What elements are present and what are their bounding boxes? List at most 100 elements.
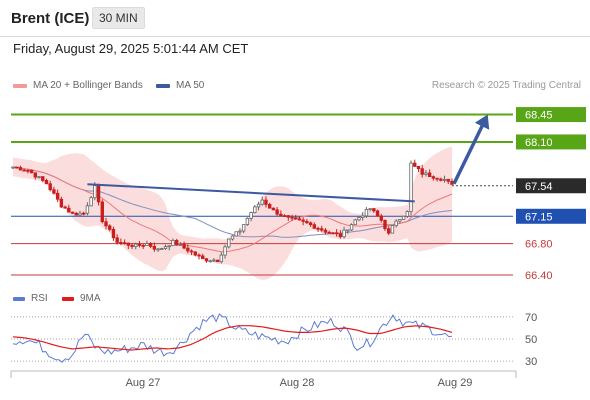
instrument-title: Brent (ICE) (11, 10, 90, 27)
level-label-67-54: 67.54 (525, 181, 553, 193)
level-label-68-45-badge (516, 107, 586, 123)
candle-body (286, 215, 290, 218)
ma50-swatch (156, 83, 170, 88)
candle-body (18, 167, 23, 171)
level-label-68-45: 68.45 (525, 110, 553, 122)
candle-body (215, 259, 220, 263)
candle-body (93, 185, 97, 199)
candle-body (323, 229, 328, 233)
candle-body (312, 224, 317, 229)
candle-body (163, 246, 168, 249)
level-label-66-80: 66.80 (525, 239, 553, 251)
candle-body (26, 169, 30, 172)
x-tick-aug-28: Aug 28 (280, 377, 315, 389)
candle-body (78, 212, 82, 216)
candle-body (427, 172, 432, 178)
candle-body (379, 215, 383, 221)
candle-body (219, 254, 224, 263)
title-bar: Brent (ICE) 30 MIN (0, 0, 590, 37)
candle-body (364, 209, 369, 217)
timeframe-badge[interactable]: 30 MIN (92, 7, 145, 29)
rsi-tick-30: 30 (525, 356, 537, 368)
candle-body (182, 244, 186, 249)
candle-body (208, 260, 212, 263)
candle-body (279, 213, 283, 217)
legend-rsi-label: RSI (31, 293, 48, 304)
candle-body (405, 211, 410, 217)
candle-body (29, 169, 34, 174)
candle-body (96, 185, 101, 203)
candles-group (11, 159, 454, 264)
level-label-67-54-badge (516, 178, 586, 194)
candle-body (357, 217, 361, 221)
candle-body (89, 197, 93, 207)
candle-body (15, 166, 19, 169)
candle-body (390, 225, 395, 234)
legend-rsi: RSI (13, 293, 48, 304)
candle-body (420, 168, 424, 175)
candle-body (100, 201, 104, 223)
x-tick-aug-27: Aug 27 (126, 377, 161, 389)
candle-body (227, 238, 231, 248)
legend-ma20-label: MA 20 + Bollinger Bands (33, 80, 143, 91)
candle-body (413, 162, 417, 167)
projection-arrow-head (474, 114, 490, 130)
legend-rsi-ma: 9MA (62, 293, 101, 304)
candle-body (137, 243, 142, 246)
candle-body (349, 224, 354, 231)
candle-body (275, 209, 279, 215)
candle-body (256, 203, 261, 208)
legend-ma50: MA 50 (156, 80, 204, 91)
candle-body (67, 207, 71, 213)
candle-body (260, 199, 264, 205)
candle-body (294, 217, 298, 220)
candle-body (11, 166, 15, 169)
candle-body (48, 183, 52, 191)
rsi-swatch (13, 296, 25, 301)
candle-body (178, 244, 183, 246)
candle-body (119, 242, 123, 244)
candle-body (439, 178, 443, 181)
candle-body (416, 165, 421, 170)
legend-rsi-ma-label: 9MA (80, 293, 101, 304)
candle-body (148, 243, 153, 247)
candle-body (267, 204, 272, 209)
candle-body (327, 231, 331, 234)
candle-body (245, 217, 250, 226)
ma20-line (12, 166, 453, 253)
level-label-67-15: 67.15 (525, 211, 553, 223)
candle-body (212, 259, 216, 262)
candle-body (383, 219, 387, 230)
candle-body (282, 215, 287, 218)
legend-ma20: MA 20 + Bollinger Bands (13, 80, 143, 91)
candle-body (271, 207, 276, 211)
candle-body (223, 246, 227, 256)
candle-body (297, 218, 302, 221)
candle-body (85, 205, 90, 214)
ma20-swatch (13, 83, 27, 88)
legend-ma50-label: MA 50 (176, 80, 205, 91)
candle-body (41, 176, 45, 181)
projection-arrow-shaft (452, 121, 486, 185)
candle-body (320, 228, 324, 231)
candle-body (253, 206, 257, 214)
candle-body (197, 254, 201, 257)
bollinger-band (13, 146, 452, 280)
candle-body (431, 176, 436, 179)
candle-body (230, 235, 235, 240)
candle-body (316, 227, 320, 230)
x-tick-aug-29: Aug 29 (438, 377, 473, 389)
rsi-line (12, 313, 453, 363)
candle-body (394, 220, 398, 227)
candle-body (301, 219, 305, 222)
candle-body (22, 169, 26, 172)
candle-body (115, 237, 119, 243)
candle-body (134, 243, 138, 247)
candle-body (186, 247, 190, 252)
candle-body (338, 233, 343, 238)
level-label-67-15-badge (516, 208, 586, 224)
candle-body (55, 192, 60, 200)
candle-body (424, 172, 428, 175)
candle-body (152, 246, 157, 250)
